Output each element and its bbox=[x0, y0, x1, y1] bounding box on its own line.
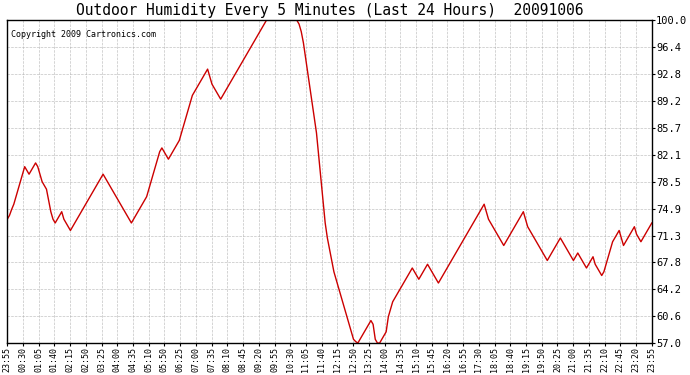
Text: Copyright 2009 Cartronics.com: Copyright 2009 Cartronics.com bbox=[10, 30, 155, 39]
Title: Outdoor Humidity Every 5 Minutes (Last 24 Hours)  20091006: Outdoor Humidity Every 5 Minutes (Last 2… bbox=[76, 3, 583, 18]
